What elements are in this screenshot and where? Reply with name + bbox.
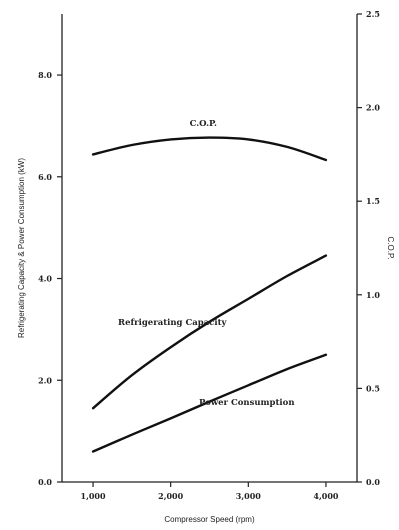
x-tick-label: 3,000 — [236, 491, 261, 501]
ticks: 0.0 2.0 4.0 6.0 8.0 0.0 0.5 1.0 1.5 2.0 2.5 1,000 2,… — [38, 9, 380, 501]
y2-tick-label: 2.0 — [366, 103, 380, 113]
y-tick-label: 8.0 — [38, 70, 52, 80]
series-label: C.O.P. — [190, 119, 217, 129]
y2-tick-label: 1.0 — [366, 290, 380, 300]
x-tick-label: 1,000 — [81, 491, 106, 501]
y2-tick-label: 2.5 — [366, 9, 380, 19]
y2-tick-label: 0.5 — [366, 383, 380, 393]
y2-tick-label: 0.0 — [366, 477, 380, 487]
chart-labels: C.O.P. Refrigerating Capacity Power Consum… — [17, 119, 395, 524]
y-tick-label: 2.0 — [38, 375, 52, 385]
series-line-refrigerating-capacity — [91, 254, 328, 410]
series-label: Power Consumption — [199, 398, 295, 408]
y-tick-label: 6.0 — [38, 172, 52, 182]
y-tick-label: 4.0 — [38, 274, 52, 284]
y-axis-title: Refrigerating Capacity & Power Consumpti… — [17, 158, 26, 338]
y2-tick-label: 1.5 — [366, 196, 380, 206]
y-tick-label: 0.0 — [38, 477, 52, 487]
axes — [61, 14, 358, 483]
series-line-power-consumption — [91, 353, 328, 453]
series-line-c-o-p — [91, 136, 328, 162]
series-lines — [91, 136, 328, 453]
x-tick-label: 2,000 — [158, 491, 183, 501]
y2-axis-title: C.O.P. — [386, 237, 395, 260]
x-tick-label: 4,000 — [313, 491, 338, 501]
x-axis-title: Compressor Speed (rpm) — [164, 515, 255, 524]
series-label: Refrigerating Capacity — [118, 318, 227, 328]
